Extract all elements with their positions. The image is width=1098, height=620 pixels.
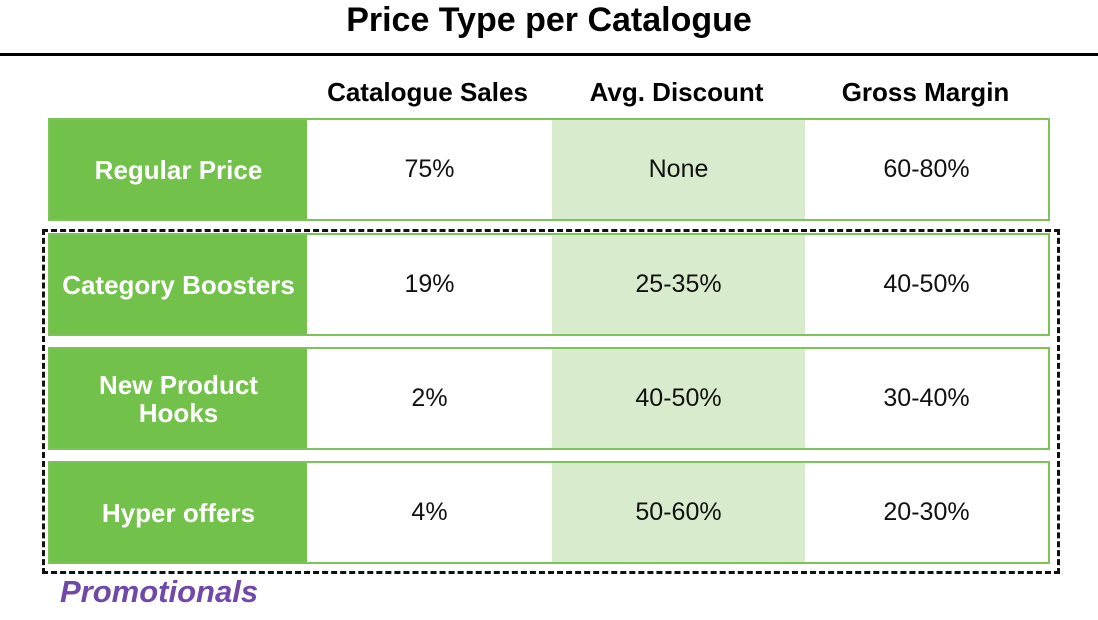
table-cell: 50-60% xyxy=(552,463,805,562)
group-label: Promotionals xyxy=(60,574,259,609)
table-cell: 60-80% xyxy=(805,120,1048,219)
table-cell: 25-35% xyxy=(552,235,805,334)
table-cell: None xyxy=(552,120,805,219)
row-label: New Product Hooks xyxy=(50,349,307,448)
table-row: New Product Hooks 2% 40-50% 30-40% xyxy=(48,347,1050,450)
title: Price Type per Catalogue xyxy=(346,1,752,39)
table-cell: 20-30% xyxy=(805,463,1048,562)
table-cell: 19% xyxy=(307,235,552,334)
table-cell: 40-50% xyxy=(805,235,1048,334)
row-label: Regular Price xyxy=(50,120,307,219)
table-cell: 75% xyxy=(307,120,552,219)
column-header: Catalogue Sales xyxy=(327,77,528,107)
table-cell: 40-50% xyxy=(552,349,805,448)
column-header: Avg. Discount xyxy=(589,77,764,107)
table-row: Regular Price 75% None 60-80% xyxy=(48,118,1050,221)
row-label: Hyper offers xyxy=(50,463,307,562)
table-row: Hyper offers 4% 50-60% 20-30% xyxy=(48,461,1050,564)
title-rule xyxy=(0,53,1098,56)
promotionals-box xyxy=(42,229,1060,574)
column-header: Gross Margin xyxy=(841,77,1010,107)
table-cell: 4% xyxy=(307,463,552,562)
row-label: Category Boosters xyxy=(50,235,307,334)
table-cell: 2% xyxy=(307,349,552,448)
table-row: Category Boosters 19% 25-35% 40-50% xyxy=(48,233,1050,336)
table-cell: 30-40% xyxy=(805,349,1048,448)
